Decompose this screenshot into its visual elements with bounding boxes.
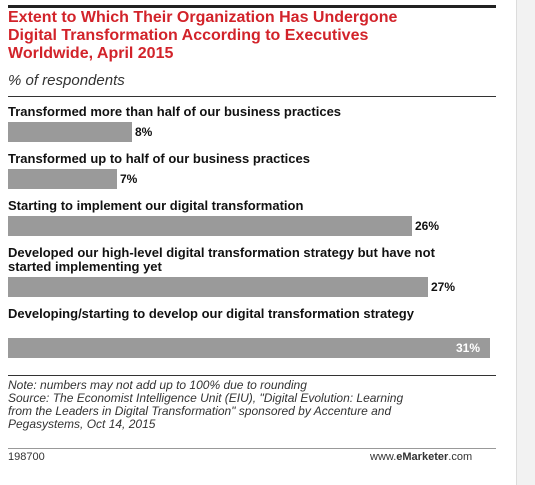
bar-value-label: 27% (431, 280, 456, 294)
bar-chart: Transformed more than half of our busine… (8, 105, 498, 375)
bar (8, 277, 428, 297)
top-rule (8, 5, 496, 8)
chart-title: Extent to Which Their Organization Has U… (8, 9, 398, 62)
bottom-rule (8, 448, 496, 449)
bar-label: Developed our high-level digital transfo… (8, 245, 435, 274)
bar-value-label: 7% (120, 172, 138, 186)
separator-rule (8, 96, 496, 97)
brand-prefix: www. (370, 451, 397, 463)
chart-id: 198700 (8, 451, 45, 463)
bar-value-label: 31% (456, 341, 481, 355)
bar-value-label: 26% (415, 219, 440, 233)
chart-card: Extent to Which Their Organization Has U… (8, 5, 498, 463)
brand-link[interactable]: www.eMarketer.com (370, 451, 472, 463)
bar-label: Developing/starting to develop our digit… (8, 306, 414, 321)
bar (8, 216, 412, 236)
bar (8, 338, 490, 358)
footer-rule (8, 375, 496, 376)
chart-subtitle: % of respondents (8, 72, 125, 89)
scroll-strip (516, 0, 535, 485)
bar (8, 122, 132, 142)
bar-label: Transformed up to half of our business p… (8, 151, 310, 166)
bar-label: Starting to implement our digital transf… (8, 198, 304, 213)
source-note: Note: numbers may not add up to 100% due… (8, 378, 404, 431)
brand-name: eMarketer (396, 451, 449, 463)
brand-suffix: .com (448, 451, 473, 463)
bar-value-label: 8% (135, 125, 153, 139)
bar (8, 169, 117, 189)
bar-label: Transformed more than half of our busine… (8, 104, 342, 119)
